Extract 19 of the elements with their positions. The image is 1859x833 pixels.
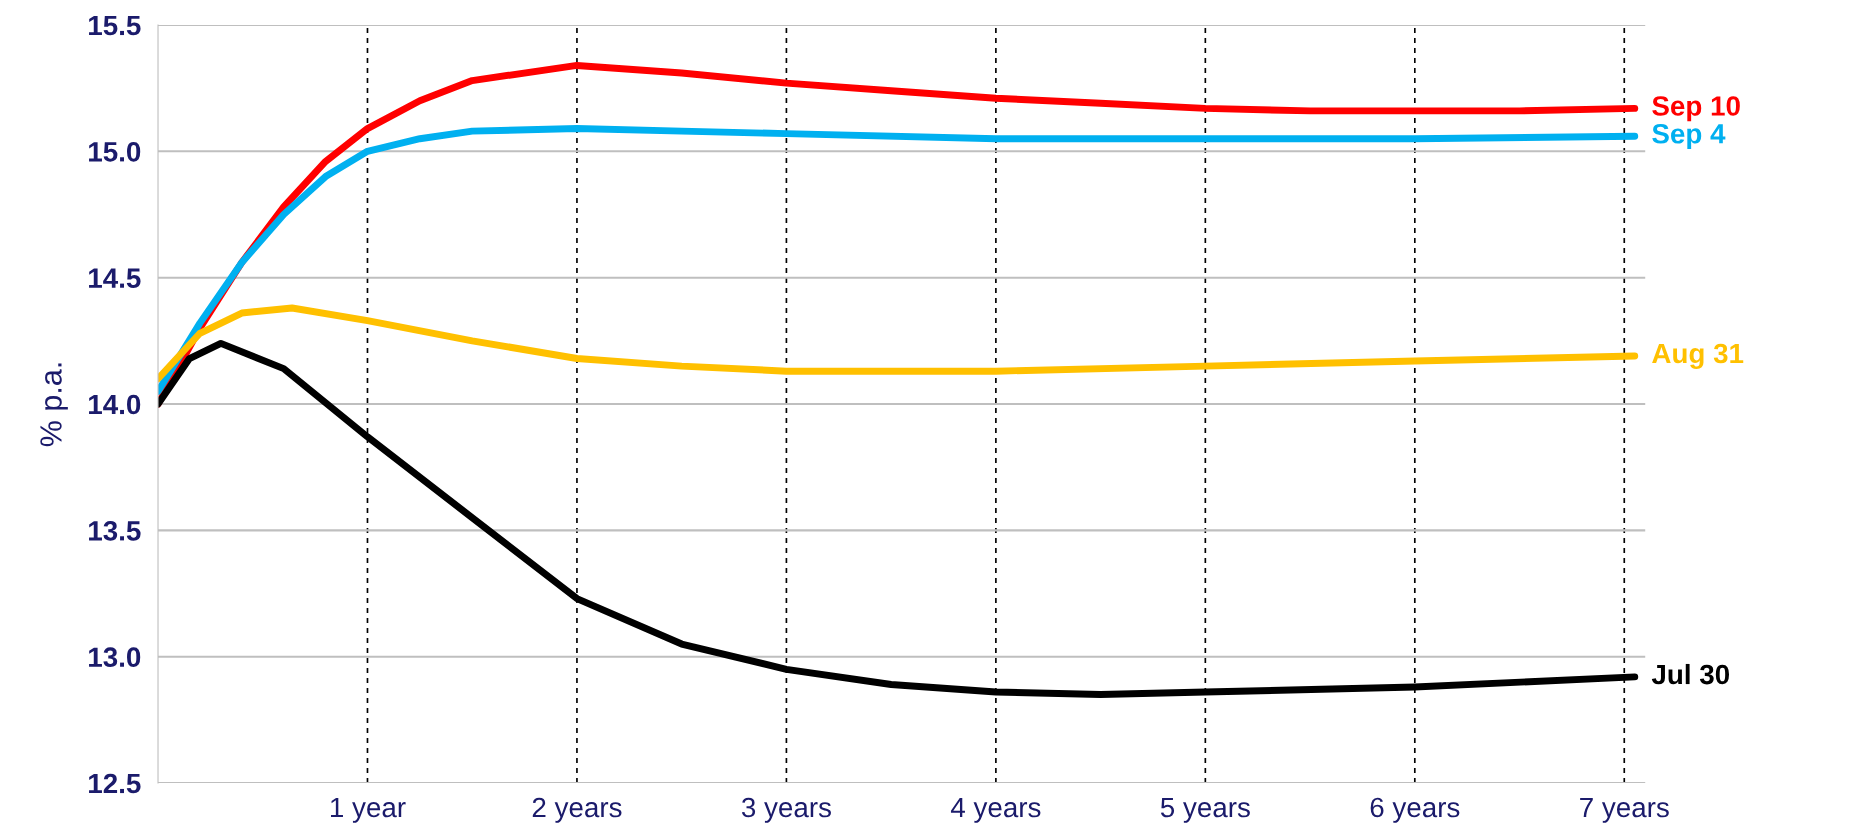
series-label: Aug 31	[1652, 343, 1744, 369]
x-tick-label: 1 year	[331, 797, 406, 823]
y-tick-label: 12.5	[89, 773, 141, 794]
y-tick-label: 14.0	[89, 394, 141, 415]
y-axis-title: % p.a.	[40, 363, 68, 447]
series-label: Sep 10	[1652, 96, 1740, 122]
series-label: Jul 30	[1651, 663, 1730, 685]
x-tick-label: 4 years	[950, 797, 1041, 823]
x-tick-label: 3 years	[741, 797, 831, 823]
y-tick-label: 14.5	[89, 268, 141, 289]
y-tick-label: 15.5	[89, 15, 141, 36]
y-tick-label: 13.0	[89, 647, 141, 668]
x-tick-label: 6 years	[1370, 797, 1460, 823]
x-tick-label: 7 years	[1580, 797, 1669, 823]
series-label: Sep 4	[1652, 123, 1726, 150]
y-tick-label: 13.5	[89, 521, 141, 541]
x-tick-label: 2 years	[532, 797, 622, 823]
y-tick-label: 15.0	[89, 142, 141, 162]
x-tick-label: 5 years	[1160, 797, 1250, 823]
